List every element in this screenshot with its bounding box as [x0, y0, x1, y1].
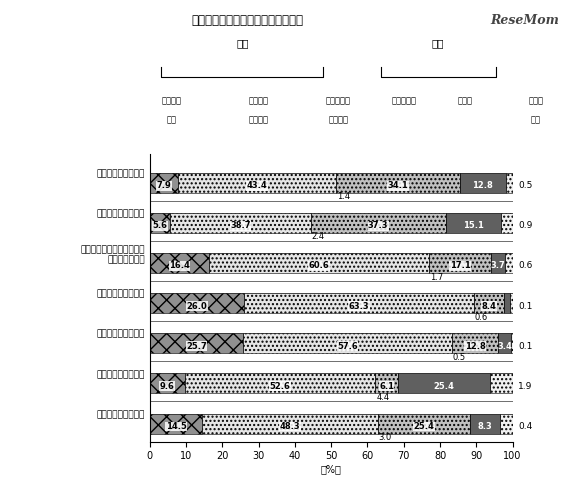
Text: 0.9: 0.9 — [518, 221, 532, 230]
Text: 16.4: 16.4 — [169, 262, 190, 270]
Bar — [505, 253, 513, 279]
Text: 8.3: 8.3 — [478, 422, 492, 431]
Bar — [150, 173, 179, 199]
Bar — [378, 413, 470, 439]
Text: 38.7: 38.7 — [230, 221, 251, 230]
Bar — [150, 333, 243, 359]
Bar — [498, 333, 511, 359]
Bar — [511, 333, 513, 359]
Text: 0.1: 0.1 — [518, 342, 532, 351]
Bar — [310, 213, 446, 239]
Bar — [446, 213, 501, 239]
Bar — [490, 373, 513, 399]
Bar — [150, 373, 184, 399]
Text: 25.7: 25.7 — [186, 342, 207, 351]
Text: している: している — [249, 116, 268, 125]
Bar — [244, 293, 474, 319]
Text: 0.5: 0.5 — [453, 353, 466, 362]
Text: 26.0: 26.0 — [187, 301, 207, 311]
Bar — [452, 333, 498, 359]
Text: 不満: 不満 — [432, 38, 445, 48]
Bar — [150, 313, 513, 321]
Text: 満足して: 満足して — [161, 96, 181, 106]
Bar — [491, 253, 505, 279]
Bar — [505, 293, 510, 319]
Text: 57.6: 57.6 — [337, 342, 358, 351]
Text: まあ満足: まあ満足 — [249, 96, 268, 106]
Text: 8.4: 8.4 — [482, 301, 497, 311]
Text: 12.8: 12.8 — [465, 342, 486, 351]
Text: 5.6: 5.6 — [153, 221, 168, 230]
Bar — [243, 333, 452, 359]
Bar — [474, 293, 505, 319]
Text: 63.3: 63.3 — [348, 301, 369, 311]
Text: 12.8: 12.8 — [472, 181, 493, 190]
Text: 1.7: 1.7 — [430, 273, 443, 282]
Bar — [150, 233, 513, 241]
Text: ReseMom: ReseMom — [490, 14, 559, 27]
Text: 43.4: 43.4 — [247, 181, 267, 190]
Bar — [470, 413, 500, 439]
Bar — [150, 433, 513, 442]
Bar — [429, 253, 491, 279]
Text: 34.1: 34.1 — [388, 181, 408, 190]
Text: 0.4: 0.4 — [518, 422, 532, 431]
Text: 4.4: 4.4 — [376, 393, 389, 402]
Bar — [150, 293, 244, 319]
Text: 60.6: 60.6 — [309, 262, 329, 270]
Text: 17.1: 17.1 — [450, 262, 471, 270]
Bar — [170, 213, 310, 239]
Text: 0.5: 0.5 — [518, 181, 532, 190]
Text: 不満だ: 不満だ — [458, 96, 473, 106]
Text: 7.9: 7.9 — [157, 181, 172, 190]
Text: やや不満だ: やや不満だ — [391, 96, 416, 106]
Text: ない: ない — [530, 116, 541, 125]
Text: 25.4: 25.4 — [414, 422, 434, 431]
Bar — [336, 173, 460, 199]
Text: 2.4: 2.4 — [311, 232, 324, 241]
Bar — [150, 353, 513, 361]
X-axis label: （%）: （%） — [321, 464, 342, 474]
Text: どちらとも: どちらとも — [326, 96, 351, 106]
Text: 満足: 満足 — [236, 38, 249, 48]
Text: 0.6: 0.6 — [518, 262, 532, 270]
Bar — [150, 193, 513, 201]
Bar — [501, 213, 513, 239]
Text: 0.1: 0.1 — [518, 301, 532, 311]
Text: 14.5: 14.5 — [166, 422, 187, 431]
Text: わから: わから — [528, 96, 543, 106]
Bar — [460, 173, 506, 199]
Text: 25.4: 25.4 — [433, 382, 454, 391]
Bar — [397, 373, 490, 399]
Bar — [202, 413, 378, 439]
Bar — [150, 253, 209, 279]
Text: 3.7: 3.7 — [491, 262, 505, 270]
Bar — [376, 373, 397, 399]
Text: 図３　現在の生活の各面での満足度: 図３ 現在の生活の各面での満足度 — [192, 14, 304, 27]
Text: 9.6: 9.6 — [160, 382, 175, 391]
Text: いえない: いえない — [328, 116, 348, 125]
Text: 37.3: 37.3 — [368, 221, 388, 230]
Text: 15.1: 15.1 — [463, 221, 484, 230]
Text: 0.6: 0.6 — [475, 312, 488, 322]
Text: 3.4: 3.4 — [497, 342, 512, 351]
Bar — [150, 394, 513, 401]
Text: 3.0: 3.0 — [378, 433, 392, 442]
Bar — [209, 253, 429, 279]
Bar — [506, 173, 513, 199]
Bar — [184, 373, 376, 399]
Bar — [179, 173, 336, 199]
Bar — [150, 413, 202, 439]
Text: 52.6: 52.6 — [270, 382, 290, 391]
Text: いる: いる — [166, 116, 176, 125]
Bar — [150, 213, 170, 239]
Text: 6.1: 6.1 — [379, 382, 394, 391]
Bar — [510, 293, 513, 319]
Text: 1.9: 1.9 — [518, 382, 532, 391]
Bar — [150, 273, 513, 281]
Text: 1.4: 1.4 — [336, 192, 350, 201]
Bar — [500, 413, 513, 439]
Text: 48.3: 48.3 — [280, 422, 300, 431]
